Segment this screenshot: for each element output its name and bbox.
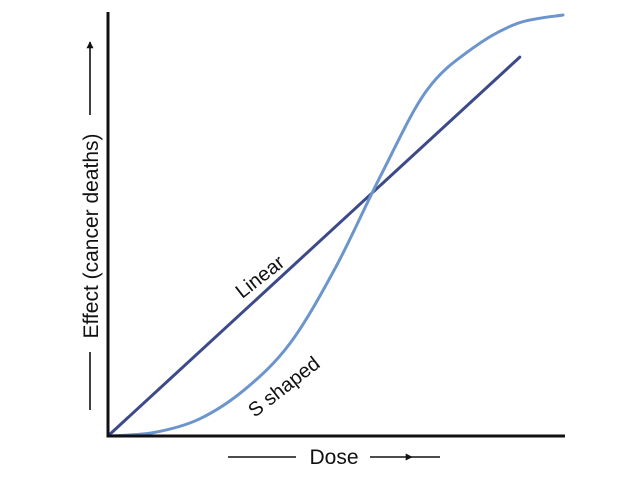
series-label-s-shaped: S shaped [244,353,324,422]
series-line-1 [106,13,565,438]
series-line-0 [106,55,522,438]
x-axis-title: Dose [309,446,358,469]
series-layer [106,13,565,438]
y-axis-title: Effect (cancer deaths) [80,133,103,338]
